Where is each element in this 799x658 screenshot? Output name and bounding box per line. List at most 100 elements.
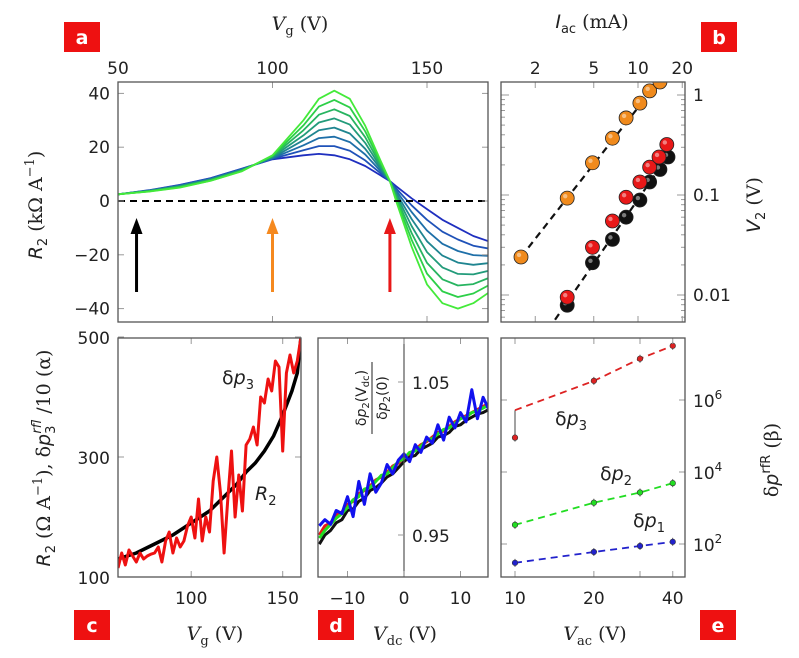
panel-b-plot (513, 82, 676, 322)
curve-4 (118, 117, 488, 276)
point-red (618, 189, 634, 205)
point-black (605, 231, 620, 247)
point-orange (618, 110, 634, 126)
point-orange (652, 82, 668, 90)
x-tick-label: 40 (662, 589, 684, 609)
x-tick-label: 0 (399, 589, 410, 609)
arrow-1-head-icon (266, 218, 279, 234)
panel-b-frame (500, 81, 686, 323)
point-red (659, 137, 675, 152)
panel-tag-e: e (700, 610, 736, 640)
point-orange (559, 190, 575, 206)
point-highlight (608, 235, 613, 240)
panel-a-xlabel: Vg (V) (272, 13, 329, 39)
point-red (559, 289, 575, 305)
panel-a-ylabel: R2 (kΩ A−1) (23, 151, 51, 260)
point-red (632, 174, 648, 190)
curve-dp3 (118, 338, 301, 569)
y-tick-label: −20 (74, 246, 110, 266)
svg-text:c: c (86, 615, 97, 637)
point-highlight (621, 113, 627, 119)
panel-e-ylabel: δprfR (β) (759, 423, 783, 497)
y-tick-label: −40 (74, 300, 110, 320)
point-highlight (645, 162, 650, 168)
point-highlight (563, 193, 568, 199)
x-tick-label: 150 (266, 589, 298, 609)
panel-b-xlabel: Iac (mA) (555, 11, 628, 37)
curve-1 (118, 145, 488, 250)
y-tick-label: 1 (693, 86, 704, 106)
point-highlight (588, 158, 593, 163)
fit-line-δp3 (514, 344, 674, 412)
x-tick-label: 10 (504, 589, 526, 609)
svg-text:e: e (712, 615, 725, 637)
annotation-dp2-e: δp2 (600, 463, 632, 489)
panel-a-frame (117, 81, 489, 323)
curve-7 (118, 89, 488, 310)
panel-tag-d: d (318, 610, 354, 640)
point-highlight (621, 193, 627, 198)
panel-d-frame (317, 337, 489, 578)
y-tick-label: 0.01 (693, 286, 731, 306)
svg-text:δp2(0): δp2(0) (375, 376, 393, 420)
point-δp3 (636, 355, 644, 362)
point-highlight (588, 258, 593, 263)
point-δp2 (636, 489, 644, 496)
point-highlight (662, 140, 667, 145)
point-highlight (608, 133, 613, 139)
svg-text:δp2(Vdc): δp2(Vdc) (354, 370, 372, 426)
svg-text:b: b (712, 27, 726, 49)
point-orange (513, 249, 529, 265)
x-tick-label: 20 (583, 589, 605, 609)
y-tick-label: 300 (78, 449, 110, 469)
point-δp2 (511, 521, 519, 528)
y-tick-label: 100 (78, 569, 110, 589)
x-tick-label: 50 (107, 59, 129, 79)
point-highlight (654, 152, 660, 158)
annotation-dp3-c: δp3 (222, 367, 254, 393)
arrow-0-head-icon (130, 218, 143, 234)
panel-c-xlabel: Vg (V) (187, 623, 244, 649)
y-tick-label: 1.05 (412, 374, 450, 394)
point-highlight (588, 243, 593, 248)
point-black (618, 209, 634, 225)
point-highlight (635, 177, 641, 183)
panel-c-ylabel: R2 (Ω A−1), δp3rfl /10 (α) (30, 350, 59, 567)
x-tick-label: −10 (330, 589, 366, 609)
point-black (632, 192, 648, 208)
y-tick-label: 106 (693, 388, 722, 412)
point-black (585, 255, 600, 271)
svg-text:d: d (329, 615, 343, 637)
point-orange (642, 83, 658, 99)
point-red (651, 149, 667, 165)
point-δp1 (590, 548, 597, 556)
point-δp3 (590, 377, 597, 384)
y-tick-label: 40 (88, 84, 110, 104)
point-δp2 (669, 480, 676, 487)
point-δp3 (511, 434, 519, 441)
point-δp1 (636, 542, 644, 550)
fit-line-δp2 (514, 482, 673, 526)
point-red (585, 239, 600, 255)
point-δp1 (669, 538, 676, 545)
curve-R2 (118, 338, 301, 561)
y-tick-label: 104 (693, 460, 722, 484)
annotation-dp3-e: δp3 (555, 408, 587, 434)
panel-tag-b: b (701, 22, 737, 52)
point-highlight (635, 195, 641, 201)
panel-a-plot (118, 89, 488, 310)
panel-tag-a: a (64, 22, 100, 52)
point-highlight (516, 252, 522, 258)
curve-3 (118, 126, 488, 266)
panel-e-xlabel: Vac (V) (563, 623, 626, 649)
point-highlight (645, 86, 650, 92)
y-tick-label: 0.1 (693, 186, 720, 206)
y-tick-label: 20 (88, 138, 110, 158)
svg-text:a: a (76, 27, 89, 49)
point-red (642, 159, 658, 175)
point-highlight (563, 293, 568, 298)
panel-d-xlabel: Vdc (V) (373, 623, 437, 649)
point-highlight (608, 216, 613, 222)
point-red (605, 213, 620, 229)
